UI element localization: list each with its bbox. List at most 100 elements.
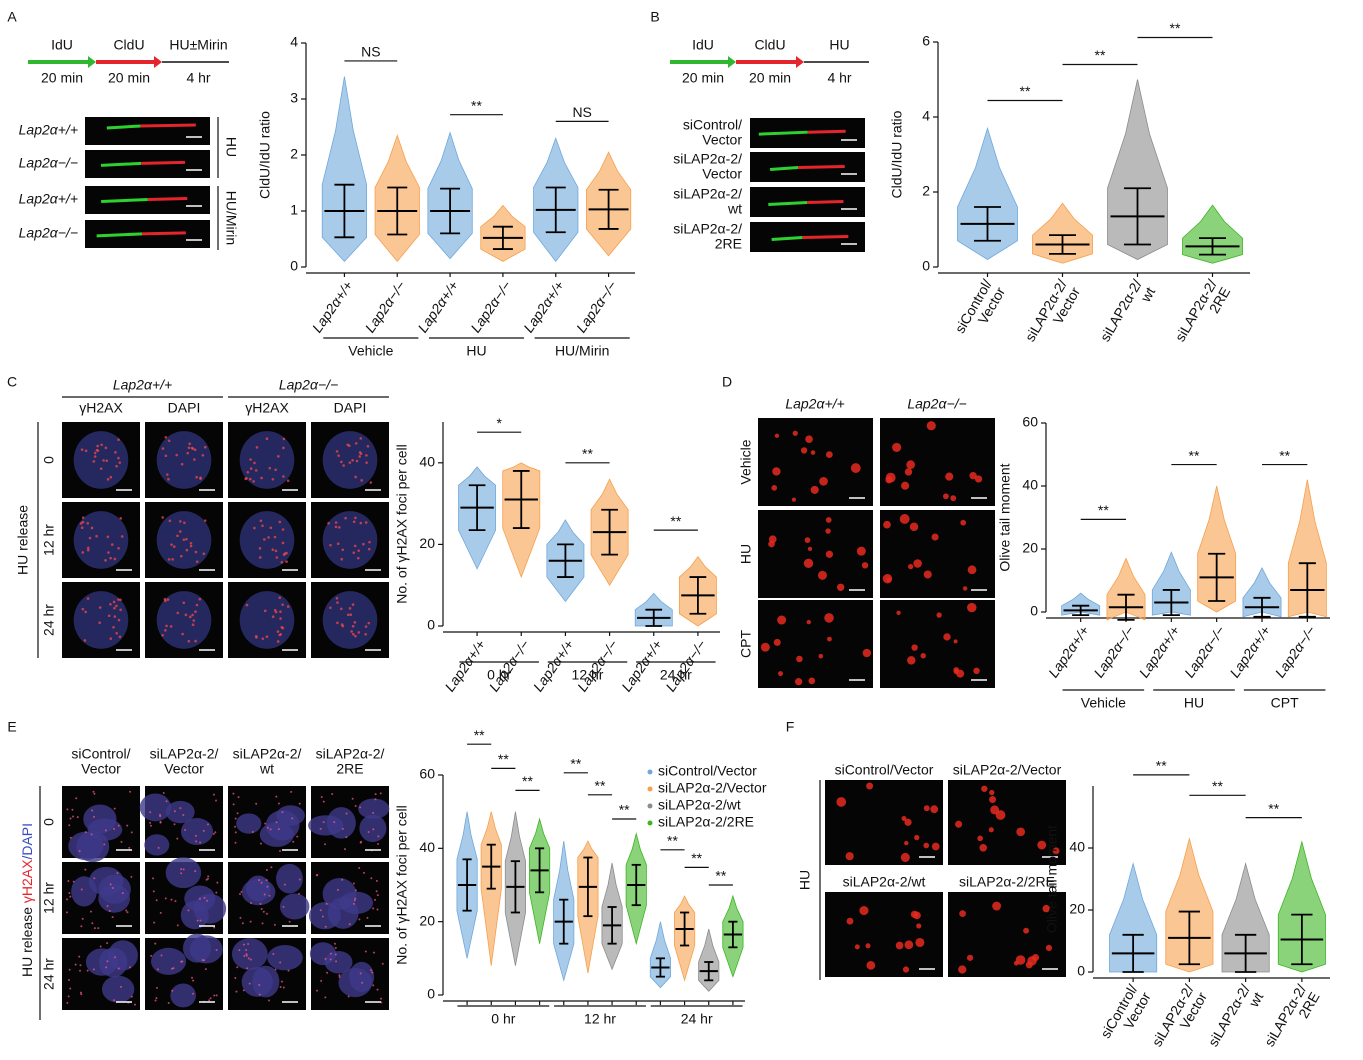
focus <box>99 467 103 470</box>
focus <box>106 905 109 908</box>
focus <box>178 530 182 533</box>
focus <box>377 835 380 838</box>
focus <box>187 446 191 450</box>
timeline-duration: 20 min <box>749 70 791 86</box>
x-tick-label: Lap2α−/− <box>362 278 409 336</box>
focus <box>283 883 286 886</box>
focus <box>164 435 168 439</box>
focus <box>282 553 286 556</box>
focus <box>245 954 248 957</box>
focus <box>255 636 258 639</box>
x-tick-label: Lap2α+/+ <box>520 278 567 336</box>
fiber-cldu <box>798 165 845 170</box>
focus <box>266 885 269 888</box>
focus <box>358 867 361 870</box>
comet <box>882 573 893 584</box>
focus <box>261 524 264 528</box>
y-tick-label: 0 <box>1030 603 1038 619</box>
comet <box>824 613 834 623</box>
y-axis-label: CldU/IdU ratio <box>257 111 273 199</box>
focus <box>179 807 182 810</box>
focus <box>334 525 338 529</box>
focus <box>237 796 240 799</box>
focus <box>366 916 369 919</box>
focus <box>92 815 95 818</box>
significance-label: ** <box>1095 47 1106 63</box>
focus <box>258 984 261 987</box>
row-label: siControl/Vector <box>683 116 742 147</box>
comet <box>1013 960 1019 966</box>
y-tick-label: 40 <box>419 839 435 855</box>
arrow-head <box>796 56 804 68</box>
focus <box>265 879 268 882</box>
focus <box>336 542 340 546</box>
focus <box>369 481 373 484</box>
y-tick-label: 0 <box>1077 963 1085 979</box>
focus <box>279 985 282 988</box>
focus <box>340 460 343 464</box>
focus <box>232 803 235 806</box>
dot-cloud <box>1107 79 1168 260</box>
focus <box>84 610 87 614</box>
focus <box>120 840 123 843</box>
nucleus <box>236 813 262 834</box>
comet <box>800 447 808 454</box>
nucleus <box>259 822 294 847</box>
y-tick-label: 20 <box>419 912 435 928</box>
focus <box>359 452 363 456</box>
focus <box>106 960 109 963</box>
focus <box>156 986 159 989</box>
comet <box>859 906 869 916</box>
focus <box>358 918 361 921</box>
focus <box>364 521 368 524</box>
focus <box>346 443 350 447</box>
focus <box>215 948 218 951</box>
comet <box>973 667 980 675</box>
time-label: 0 <box>41 456 57 464</box>
significance-label: ** <box>570 756 581 772</box>
focus <box>179 554 183 558</box>
focus <box>105 459 109 463</box>
focus <box>346 613 350 617</box>
panel-letter: A <box>7 9 17 25</box>
focus <box>291 817 294 820</box>
focus <box>324 843 327 846</box>
focus <box>259 902 262 905</box>
focus <box>130 875 133 878</box>
focus <box>206 823 209 826</box>
comet <box>862 648 871 658</box>
comet <box>866 782 874 790</box>
focus <box>114 451 117 454</box>
comet <box>910 910 919 919</box>
focus <box>173 823 176 826</box>
focus <box>69 836 72 839</box>
focus <box>118 461 122 464</box>
focus <box>180 868 183 871</box>
comet <box>979 844 987 852</box>
focus <box>202 552 206 556</box>
comet <box>930 805 939 814</box>
focus <box>160 954 163 957</box>
focus <box>81 520 85 524</box>
focus <box>113 807 116 810</box>
focus <box>234 841 237 844</box>
focus <box>372 828 375 831</box>
comet <box>906 460 915 469</box>
focus <box>372 907 375 910</box>
focus <box>178 520 182 523</box>
focus <box>316 989 319 992</box>
focus <box>167 439 171 443</box>
focus <box>182 601 186 605</box>
comet <box>807 546 813 552</box>
focus <box>375 879 378 882</box>
y-tick-label: 0 <box>427 986 435 1002</box>
comet <box>825 550 834 558</box>
focus <box>340 607 343 611</box>
focus <box>153 921 156 924</box>
focus <box>184 828 187 831</box>
comet <box>885 472 896 483</box>
comet <box>920 653 926 659</box>
focus <box>192 979 195 982</box>
focus <box>93 451 97 455</box>
image-label: siLAP2α-2/Vector <box>953 762 1062 778</box>
